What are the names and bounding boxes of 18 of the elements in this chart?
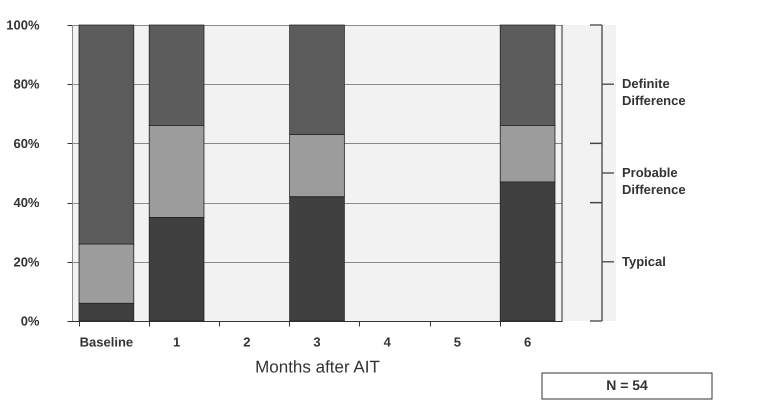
y-tick-label: 100% xyxy=(6,18,40,32)
x-tick-label: 1 xyxy=(172,334,180,350)
x-axis-title: Months after AIT xyxy=(255,358,380,376)
x-tick-label: 2 xyxy=(243,334,250,350)
y-tick-label: 20% xyxy=(13,254,40,270)
y-tick-label: 80% xyxy=(13,76,40,92)
band-label: Definite Difference xyxy=(622,76,686,108)
x-tick-label: 3 xyxy=(313,334,321,350)
y-tick-label: 0% xyxy=(20,314,40,328)
y-tick-label: 40% xyxy=(13,195,40,210)
x-tick-label: Baseline xyxy=(80,334,134,350)
text: N = 54 xyxy=(606,377,648,393)
x-tick-label: 5 xyxy=(454,334,462,350)
x-tick-label: 6 xyxy=(524,334,532,350)
band-label: Probable Difference xyxy=(622,165,686,197)
band-label: Typical xyxy=(622,254,666,269)
x-tick-label: 4 xyxy=(384,334,392,350)
y-tick-label: 60% xyxy=(13,136,40,151)
